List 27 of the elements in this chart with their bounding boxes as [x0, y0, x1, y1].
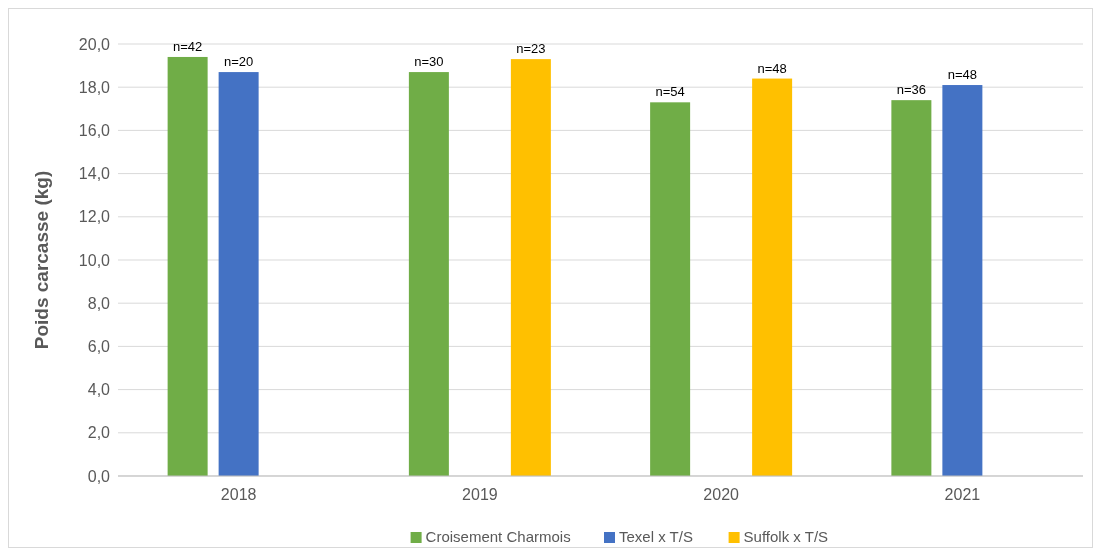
y-tick-label: 20,0 — [78, 35, 111, 53]
y-tick-label: 6,0 — [87, 338, 111, 355]
annotation: n=48 — [757, 60, 787, 76]
y-tick-label: 4,0 — [87, 381, 111, 399]
y-tick-label: 8,0 — [87, 294, 111, 312]
annotation: n=36 — [896, 82, 927, 98]
y-tick-label: 16,0 — [78, 122, 111, 139]
y-tick-label: 10,0 — [78, 251, 111, 269]
annotation: n=48 — [947, 67, 978, 83]
y-tick-label: 12,0 — [78, 208, 111, 226]
annotation: n=54 — [655, 84, 685, 100]
x-tick-label: 2020 — [703, 486, 740, 503]
x-tick-label: 2021 — [944, 486, 981, 503]
y-axis-title: Poids carcasse (kg) — [31, 170, 52, 350]
annotation: n=30 — [414, 54, 444, 70]
y-tick-label: 18,0 — [78, 78, 111, 96]
legend-label: Croisement Charmois — [425, 528, 571, 545]
y-tick-label: 2,0 — [87, 424, 111, 442]
legend-label: Texel x T/S — [619, 528, 693, 545]
y-tick-label: 14,0 — [78, 165, 111, 183]
x-tick-label: 2019 — [462, 486, 498, 503]
x-tick-label: 2018 — [220, 486, 257, 503]
y-tick-label: 0,0 — [87, 467, 111, 485]
annotation: n=20 — [223, 54, 254, 70]
annotation: n=23 — [516, 41, 546, 57]
annotation: n=42 — [172, 38, 203, 54]
legend-label: Suffolk x T/S — [743, 528, 829, 545]
